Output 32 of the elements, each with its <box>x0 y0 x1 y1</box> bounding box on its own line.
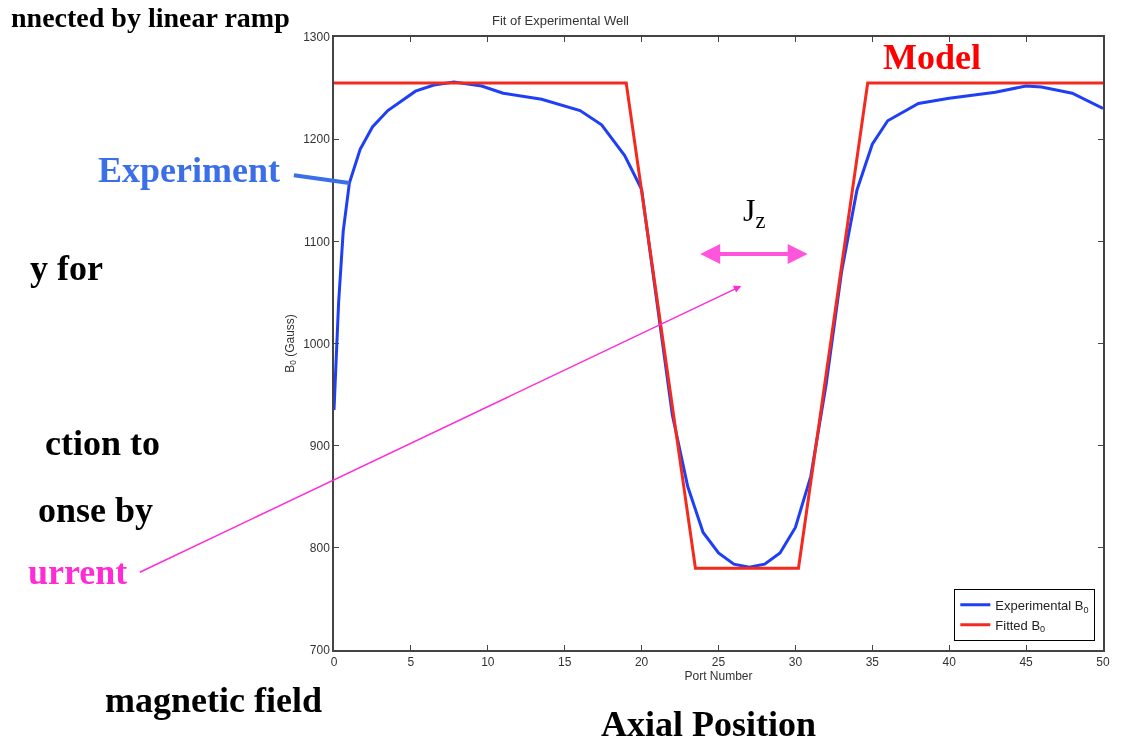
y-tick-label: 800 <box>309 541 331 556</box>
x-tick-label: 25 <box>711 655 726 670</box>
x-tick-label: 20 <box>634 655 649 670</box>
text: magnetic field <box>105 680 322 720</box>
text: nnected by linear ramp <box>11 2 290 33</box>
x-tick-label: 0 <box>330 655 338 670</box>
annotation: J$_{z}$ <box>743 192 766 233</box>
chart-title: Fit of Experimental Well <box>491 12 630 28</box>
legend-label: Experimental B$_{0}$ <box>995 597 1089 615</box>
text: onse by <box>38 490 154 530</box>
y-tick-label: 700 <box>309 643 331 658</box>
legend-label: Fitted B$_{0}$ <box>995 617 1046 635</box>
x-tick-label: 40 <box>942 655 957 670</box>
annotation: Experiment <box>98 150 280 190</box>
text: Axial Position <box>601 704 817 744</box>
text: y for <box>30 248 103 288</box>
text: urrent <box>28 552 128 592</box>
x-tick-label: 45 <box>1019 655 1034 670</box>
y-tick-label: 1100 <box>304 234 331 249</box>
x-tick-label: 30 <box>788 655 803 670</box>
x-tick-label: 15 <box>558 655 572 670</box>
y-tick-label: 1300 <box>303 30 331 45</box>
x-tick-label: 35 <box>865 655 880 670</box>
y-tick-label: 900 <box>309 438 331 453</box>
y-tick-label: 1200 <box>303 132 331 147</box>
x-tick-label: 10 <box>481 655 495 670</box>
x-axis-title: Port Number <box>684 669 753 684</box>
text: ction to <box>45 423 160 463</box>
annotation: Model <box>883 37 981 77</box>
x-tick-label: 5 <box>407 655 415 670</box>
y-tick-label: 1000 <box>303 336 331 351</box>
x-tick-label: 50 <box>1096 655 1110 670</box>
